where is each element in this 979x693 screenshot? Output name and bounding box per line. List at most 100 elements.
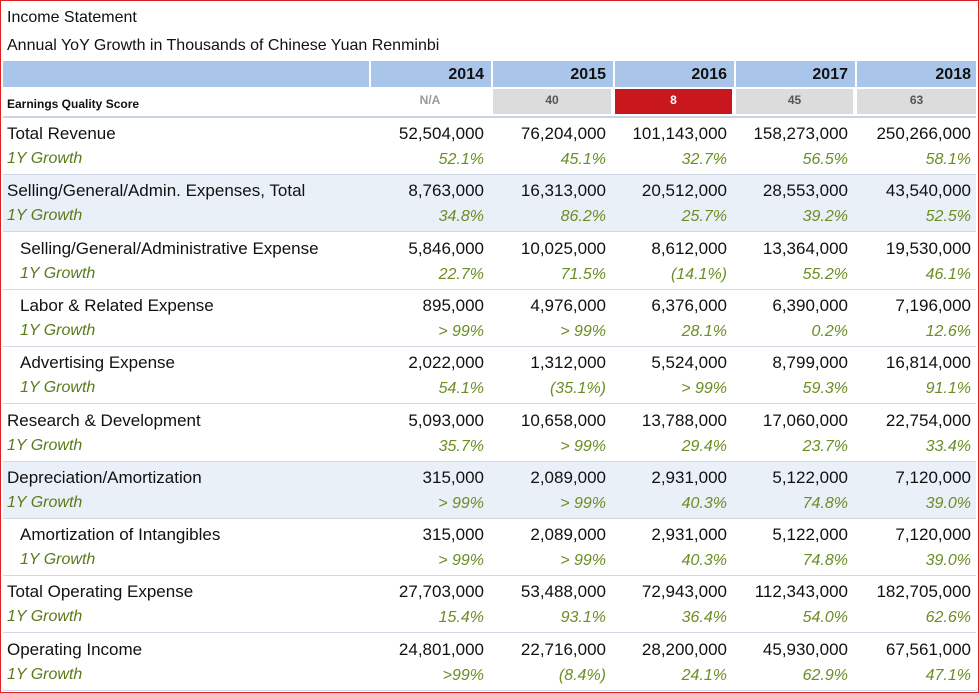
table-row <box>3 347 976 405</box>
value-cell: 315,000 <box>422 525 484 545</box>
growth-cell: 74.8% <box>802 552 848 570</box>
growth-cell: 39.2% <box>802 208 848 226</box>
row-label: Research & Development <box>7 410 201 430</box>
value-cell: 101,143,000 <box>632 124 727 143</box>
value-cell: 5,093,000 <box>408 410 484 430</box>
growth-cell: > 99% <box>560 552 606 570</box>
value-cell: 22,716,000 <box>520 639 606 659</box>
growth-cell: 35.7% <box>438 437 484 455</box>
table-row <box>3 461 976 519</box>
growth-cell: 12.6% <box>925 322 971 340</box>
earnings-quality-label: Earnings Quality Score <box>7 97 140 111</box>
row-label: Labor & Related Expense <box>20 295 214 315</box>
earnings-quality-score-2016: 8 <box>613 89 732 114</box>
value-cell: 16,814,000 <box>885 353 971 373</box>
year-header-2016: 2016 <box>613 61 732 87</box>
value-cell: 5,122,000 <box>772 467 848 487</box>
value-cell: 7,196,000 <box>895 295 971 315</box>
value-cell: 43,540,000 <box>885 181 971 201</box>
growth-cell: > 99% <box>681 380 727 398</box>
value-cell: 7,120,000 <box>895 467 971 487</box>
growth-cell: > 99% <box>560 494 606 512</box>
value-cell: 13,788,000 <box>641 410 727 430</box>
growth-cell: 56.5% <box>802 151 848 168</box>
value-cell: 8,612,000 <box>651 238 727 258</box>
growth-cell: 39.0% <box>925 494 971 512</box>
growth-cell: 59.3% <box>802 380 848 398</box>
table-row <box>3 405 976 462</box>
table-row <box>3 175 976 233</box>
value-cell: 17,060,000 <box>762 410 848 430</box>
value-cell: 5,524,000 <box>651 353 727 373</box>
row-label: Selling/General/Administrative Expense <box>20 238 319 258</box>
row-label: Advertising Expense <box>20 353 175 373</box>
growth-cell: 29.4% <box>681 437 727 455</box>
value-cell: 112,343,000 <box>754 582 848 602</box>
growth-cell: 86.2% <box>560 208 606 226</box>
growth-label: 1Y Growth <box>7 665 83 683</box>
growth-cell: 23.7% <box>802 437 848 455</box>
table-row <box>3 519 976 577</box>
year-header-2017: 2017 <box>734 61 853 87</box>
value-cell: 4,976,000 <box>530 295 606 315</box>
value-cell: 19,530,000 <box>885 238 971 258</box>
value-cell: 20,512,000 <box>641 181 727 201</box>
earnings-quality-score-2017: 45 <box>734 89 853 114</box>
earnings-quality-score-2018: 63 <box>855 89 976 114</box>
growth-cell: 34.8% <box>438 208 484 226</box>
statement-subtitle: Annual YoY Growth in Thousands of Chines… <box>7 37 440 54</box>
growth-cell: 74.8% <box>802 494 848 512</box>
table-row <box>3 290 976 347</box>
growth-cell: 25.7% <box>681 208 727 226</box>
growth-cell: 52.1% <box>438 151 484 168</box>
row-label: Operating Income <box>7 639 143 659</box>
year-header-2014: 2014 <box>369 61 489 87</box>
growth-label: 1Y Growth <box>7 436 83 454</box>
growth-cell: (35.1%) <box>549 380 606 398</box>
growth-cell: > 99% <box>438 322 484 340</box>
growth-cell: 62.9% <box>802 666 848 684</box>
growth-cell: 15.4% <box>438 609 484 627</box>
value-cell: 45,930,000 <box>762 639 848 659</box>
growth-cell: 93.1% <box>560 609 606 627</box>
growth-cell: 54.1% <box>438 380 484 398</box>
row-label: Amortization of Intangibles <box>20 525 221 545</box>
growth-cell: 22.7% <box>438 265 484 283</box>
value-cell: 16,313,000 <box>520 181 606 201</box>
growth-cell: 45.1% <box>560 151 606 168</box>
growth-cell: 40.3% <box>681 552 727 570</box>
growth-cell: (8.4%) <box>558 666 606 684</box>
growth-label: 1Y Growth <box>20 551 96 569</box>
table-row <box>3 634 976 691</box>
growth-cell: 24.1% <box>681 666 727 684</box>
value-cell: 2,089,000 <box>530 467 606 487</box>
growth-cell: 33.4% <box>925 437 971 455</box>
value-cell: 24,801,000 <box>398 639 484 659</box>
growth-cell: 55.2% <box>802 265 848 283</box>
value-cell: 52,504,000 <box>398 124 484 143</box>
growth-cell: 91.1% <box>925 380 971 398</box>
value-cell: 28,200,000 <box>641 639 727 659</box>
growth-cell: 0.2% <box>811 322 848 340</box>
growth-label: 1Y Growth <box>7 150 83 167</box>
value-cell: 1,312,000 <box>530 353 606 373</box>
growth-cell: 52.5% <box>925 208 971 226</box>
table-row <box>3 576 976 634</box>
statement-title: Income Statement <box>7 9 137 26</box>
header-separator <box>3 116 976 118</box>
value-cell: 76,204,000 <box>520 124 606 143</box>
table-row <box>3 118 976 175</box>
value-cell: 22,754,000 <box>885 410 971 430</box>
table-row <box>3 233 976 290</box>
value-cell: 315,000 <box>422 467 484 487</box>
growth-label: 1Y Growth <box>20 379 96 397</box>
growth-cell: > 99% <box>560 437 606 455</box>
value-cell: 158,273,000 <box>753 124 848 143</box>
value-cell: 6,390,000 <box>772 295 848 315</box>
growth-label: 1Y Growth <box>7 608 83 626</box>
growth-cell: (14.1%) <box>670 265 727 283</box>
growth-cell: > 99% <box>560 322 606 340</box>
growth-cell: >99% <box>442 666 484 684</box>
value-cell: 2,931,000 <box>651 525 727 545</box>
growth-label: 1Y Growth <box>20 264 96 282</box>
